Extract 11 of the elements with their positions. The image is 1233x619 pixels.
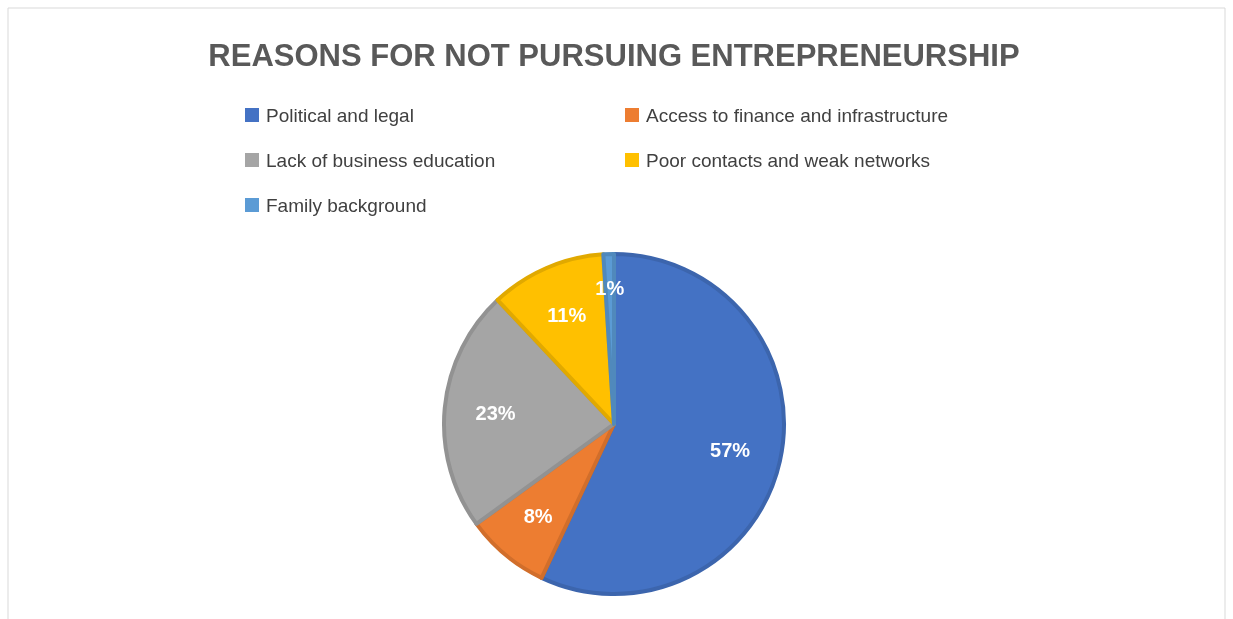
data-label: 57% xyxy=(710,438,751,461)
data-label: 8% xyxy=(523,504,553,527)
legend-label: Political and legal xyxy=(266,104,414,126)
legend-label: Family background xyxy=(266,194,427,216)
legend-label: Lack of business education xyxy=(266,149,496,171)
legend-label: Access to finance and infrastructure xyxy=(646,104,949,126)
data-label: 23% xyxy=(475,401,516,424)
pie-slice xyxy=(442,298,616,526)
data-label: 11% xyxy=(547,303,587,326)
chart-title: REASONS FOR NOT PURSUING ENTREPRENEURSHIP xyxy=(208,37,1020,73)
legend-label: Poor contacts and weak networks xyxy=(646,149,931,171)
